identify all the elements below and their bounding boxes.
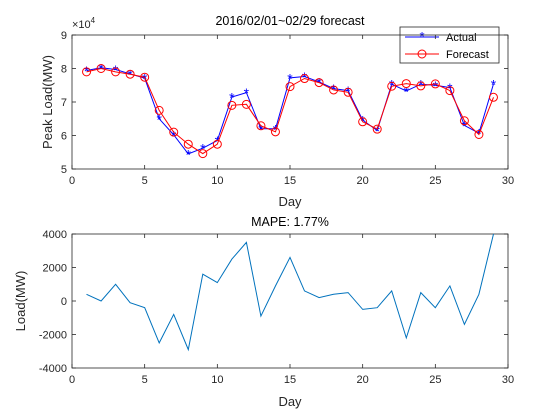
top-chart-forecast-point: [241, 99, 251, 109]
top-chart-ylabel: Peak Load(MW): [40, 55, 55, 149]
legend-forecast-marker: [417, 49, 427, 59]
bottom-chart-xtick-label: 15: [284, 374, 296, 386]
top-chart-actual-point: *: [273, 121, 279, 137]
top-chart-forecast-point: [329, 85, 339, 95]
top-chart-ytick-label: 7: [61, 97, 67, 109]
bottom-chart-xtick-label: 20: [357, 374, 369, 386]
top-chart-forecast-point: [183, 139, 193, 149]
top-chart-forecast-point: [430, 79, 440, 89]
top-chart-actual-point: *: [215, 133, 221, 149]
top-chart-actual-point: *: [433, 78, 439, 94]
top-chart-forecast-point: [343, 87, 353, 97]
top-chart-actual-point: *: [84, 63, 90, 79]
top-chart-forecast-point: [300, 74, 310, 84]
top-chart-forecast-point: [416, 81, 426, 91]
top-chart-ytick-label: 9: [61, 30, 67, 42]
top-chart-actual-point: *: [287, 70, 293, 86]
legend: * Actual Forecast: [399, 26, 500, 64]
bottom-chart-ytick-label: 4000: [43, 229, 67, 241]
bottom-chart-xtick-label: 0: [69, 374, 75, 386]
top-chart-forecast-point: [140, 72, 150, 82]
top-chart-xtick-label: 20: [357, 175, 369, 187]
top-chart-ytick-label: 8: [61, 64, 67, 76]
bottom-chart-ytick-label: 0: [61, 296, 67, 308]
top-chart-forecast-point: [256, 121, 266, 131]
top-chart-exponent: ×104: [72, 16, 96, 31]
top-chart-forecast-point: [96, 64, 106, 73]
top-chart-actual-point: *: [171, 127, 177, 143]
top-chart-actual-point: *: [404, 83, 410, 99]
top-chart-forecast-point: [154, 105, 164, 115]
top-chart-forecast-point: [474, 129, 484, 139]
top-chart-forecast-point: [488, 92, 498, 102]
bottom-chart-ytick-label: -4000: [39, 363, 67, 375]
top-chart-xtick-label: 0: [69, 175, 75, 187]
top-chart-forecast-point: [212, 139, 222, 149]
bottom-chart-ylabel: Load(MW): [13, 271, 28, 332]
top-chart-xtick-label: 30: [502, 175, 514, 187]
legend-actual-marker: *: [419, 29, 424, 44]
bottom-chart-xtick-label: 30: [502, 374, 514, 386]
top-chart-forecast-series-line: [86, 67, 494, 155]
top-chart-actual-point: *: [156, 111, 162, 127]
top-chart-forecast-point: [198, 149, 208, 159]
top-chart-forecast-point: [314, 78, 324, 88]
top-chart-forecast-point: [227, 100, 237, 110]
top-chart-actual-point: *: [113, 62, 119, 78]
top-chart-actual-series-line: [86, 67, 494, 155]
top-chart-forecast-point: [358, 117, 368, 127]
top-chart-xlabel: Day: [278, 194, 302, 209]
top-chart-xtick-label: 25: [429, 175, 441, 187]
top-chart-forecast-point: [82, 67, 92, 77]
top-chart-actual-point: *: [186, 146, 192, 162]
top-chart-actual-point: *: [244, 85, 250, 101]
legend-actual-label: Actual: [446, 32, 477, 44]
top-chart-title: 2016/02/01~02/29 forecast: [215, 14, 365, 28]
top-chart-forecast-point: [372, 124, 382, 134]
top-chart-ytick-label: 5: [61, 164, 67, 176]
top-chart-actual-point: *: [331, 81, 337, 97]
top-chart-xtick-label: 10: [211, 175, 223, 187]
top-chart-forecast-point: [387, 81, 397, 91]
top-chart-actual-point: *: [389, 77, 395, 93]
top-chart-forecast-point: [445, 86, 455, 96]
bottom-chart-xtick-label: 25: [429, 374, 441, 386]
top-chart-forecast-point: [270, 127, 280, 137]
top-chart-forecast-point: [401, 79, 411, 89]
top-chart-forecast-point: [169, 127, 179, 137]
top-chart-actual-point: *: [462, 118, 468, 134]
bottom-chart-error-series-line: [86, 233, 494, 352]
top-chart-forecast-point: [111, 67, 121, 77]
bottom-chart-xtick-label: 5: [142, 374, 148, 386]
legend-box: [399, 26, 500, 64]
top-chart-actual-point: *: [345, 83, 351, 99]
top-chart-actual-point: *: [360, 113, 366, 129]
bottom-chart-ytick-label: 2000: [43, 263, 67, 275]
top-chart-actual-point: *: [200, 141, 206, 157]
bottom-chart-title: MAPE: 1.77%: [251, 215, 329, 229]
legend-forecast-label: Forecast: [446, 49, 489, 61]
top-chart-actual-point: *: [229, 89, 235, 105]
top-chart-ytick-label: 6: [61, 131, 67, 143]
bottom-chart-xtick-label: 10: [211, 374, 223, 386]
top-chart-xtick-label: 15: [284, 175, 296, 187]
top-chart-actual-point: *: [447, 80, 453, 96]
top-chart-forecast-point: [459, 116, 469, 126]
top-chart-actual-point: *: [302, 69, 308, 85]
top-chart-xtick-label: 5: [142, 175, 148, 187]
bottom-chart-xlabel: Day: [278, 394, 302, 409]
bottom-chart-ytick-label: -2000: [39, 330, 67, 342]
top-chart-actual-point: *: [491, 76, 497, 92]
top-chart-forecast-point: [285, 82, 295, 92]
top-chart-actual-point: *: [374, 123, 380, 139]
top-chart-forecast-point: [125, 69, 135, 79]
top-chart-actual-point: *: [418, 77, 424, 93]
